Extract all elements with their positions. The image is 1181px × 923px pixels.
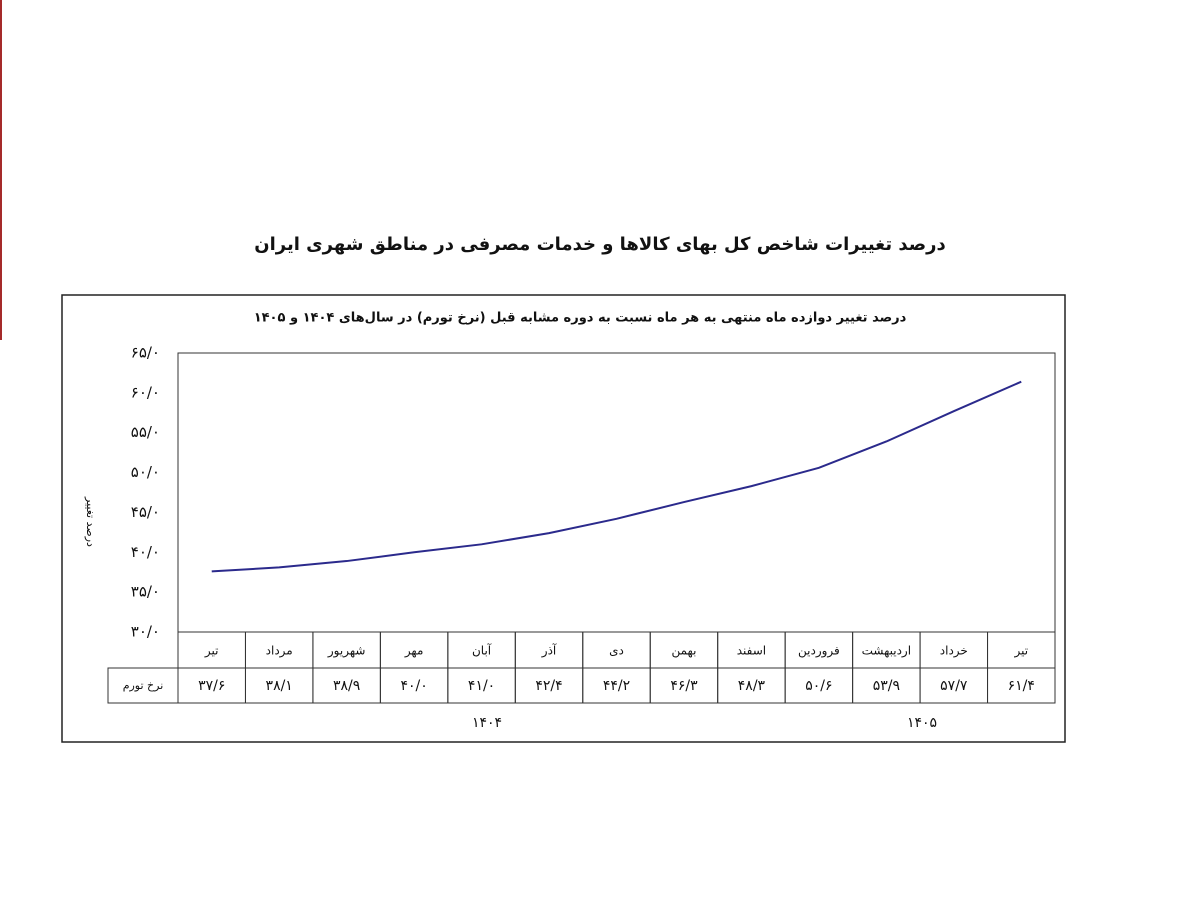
x-tick-label: مرداد [266,644,293,659]
y-tick-label: ۳۵/۰ [131,583,160,601]
table-row-label: نرخ تورم [123,679,164,692]
x-tick-label: خرداد [940,644,968,659]
y-tick-label: ۵۵/۰ [131,423,160,441]
x-tick-label: شهریور [327,644,366,659]
y-tick-label: ۶۰/۰ [131,383,160,401]
value-label: ۴۶/۳ [670,678,698,694]
x-tick-label: آبان [472,643,492,658]
y-tick-label: ۵۰/۰ [131,463,160,481]
value-label: ۴۸/۳ [738,678,766,694]
x-tick-label: اسفند [737,644,766,658]
year-label: ۱۴۰۴ [472,715,502,731]
y-tick-label: ۴۵/۰ [131,503,160,521]
value-label: ۵۳/۹ [873,678,900,694]
chart-title: درصد تغییرات شاخص کل بهای کالاها و خدمات… [254,234,946,255]
chart-subtitle: درصد تغییر دوازده ماه منتهی به هر ماه نس… [254,311,907,326]
y-axis-label: درصد تغییر [84,496,97,547]
x-tick-label: اردیبهشت [862,644,911,659]
x-tick-label: تیر [204,644,219,659]
year-label: ۱۴۰۵ [907,715,937,731]
y-tick-label: ۴۰/۰ [131,543,160,561]
series-line [211,380,1022,573]
value-label: ۳۷/۶ [198,678,225,694]
plot-frame [177,352,1056,633]
value-label: ۴۰/۰ [400,678,427,694]
value-label: ۴۲/۴ [535,678,562,694]
x-tick-label: تیر [1013,644,1028,659]
value-label: ۴۱/۰ [468,678,495,694]
value-label: ۴۴/۲ [603,678,630,694]
x-tick-label: دی [609,644,624,658]
x-tick-label: فروردین [798,644,840,659]
value-label: ۳۸/۱ [266,678,293,694]
value-label: ۳۸/۹ [333,678,360,694]
y-tick-label: ۳۰/۰ [131,623,160,641]
x-tick-label: مهر [404,644,424,659]
y-tick-label: ۶۵/۰ [131,344,160,362]
value-label: ۵۷/۷ [940,678,968,694]
edge-line [0,0,2,340]
x-tick-label: آذر [541,643,557,659]
table-cell [987,667,1056,704]
chart-frame [61,294,1066,743]
value-label: ۶۱/۴ [1008,678,1035,694]
x-tick-label: بهمن [671,644,696,659]
value-label: ۵۰/۶ [805,678,832,694]
